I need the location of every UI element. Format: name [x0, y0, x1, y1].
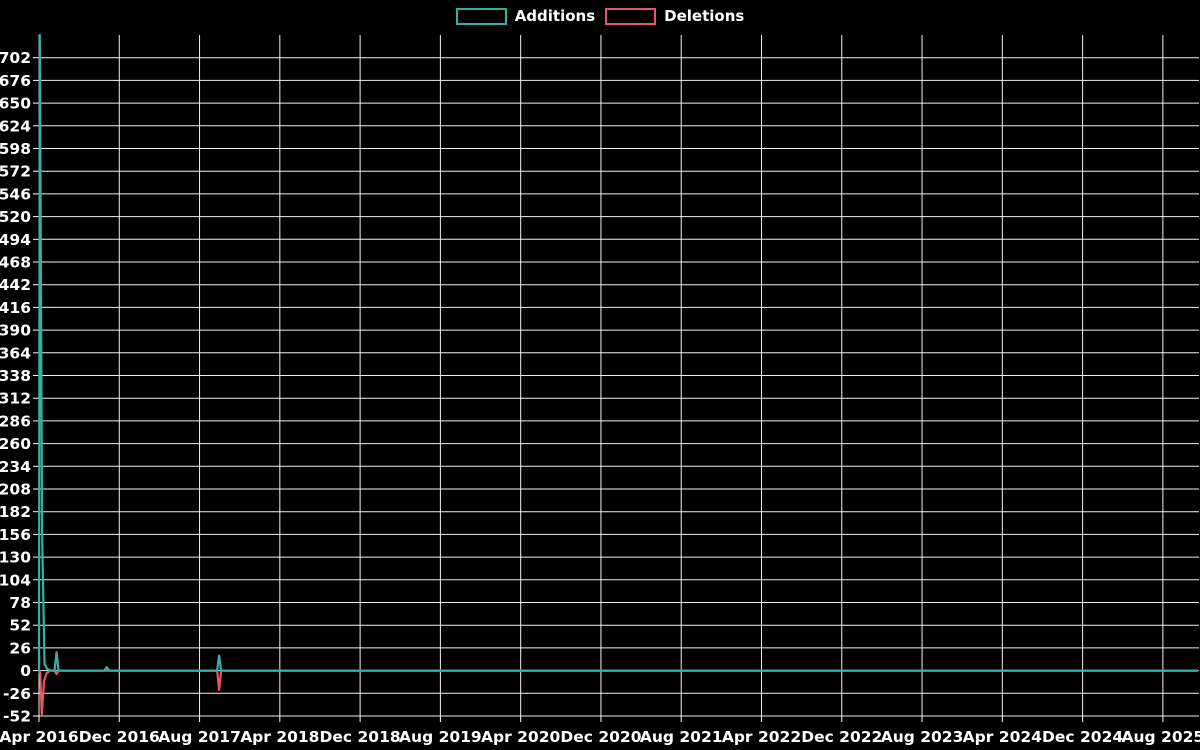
x-tick-label: Apr 2018 — [240, 728, 319, 746]
x-tick-label: Apr 2022 — [722, 728, 801, 746]
y-tick-label: 286 — [0, 412, 31, 430]
y-tick-label: 104 — [0, 571, 31, 589]
y-tick-label: 702 — [0, 49, 31, 67]
y-tick-label: 234 — [0, 458, 31, 476]
series-line-deletions[interactable] — [37, 669, 1199, 716]
x-tick-label: Dec 2024 — [1042, 728, 1123, 746]
y-tick-label: 260 — [0, 435, 31, 453]
chart-legend: Additions Deletions — [0, 8, 1200, 25]
y-tick-label: 624 — [0, 117, 31, 135]
x-tick-label: Apr 2016 — [0, 728, 79, 746]
legend-item-deletions[interactable]: Deletions — [605, 8, 744, 25]
x-tick-label: Dec 2018 — [320, 728, 401, 746]
y-tick-label: 650 — [0, 95, 31, 113]
y-tick-label: 390 — [0, 322, 31, 340]
y-tick-label: 520 — [0, 208, 31, 226]
x-tick-label: Aug 2023 — [881, 728, 964, 746]
x-tick-label: Apr 2020 — [481, 728, 560, 746]
y-tick-label: 468 — [0, 254, 31, 272]
y-tick-label: 676 — [0, 72, 31, 90]
y-tick-label: 130 — [0, 549, 31, 567]
x-tick-label: Dec 2020 — [560, 728, 641, 746]
x-tick-label: Dec 2016 — [79, 728, 160, 746]
y-tick-label: 442 — [0, 276, 31, 294]
x-tick-label: Dec 2022 — [801, 728, 882, 746]
y-tick-label: 0 — [20, 662, 31, 680]
x-tick-label: Aug 2021 — [640, 728, 723, 746]
y-tick-label: 494 — [0, 231, 31, 249]
y-tick-label: 416 — [0, 299, 31, 317]
y-tick-label: 338 — [0, 367, 31, 385]
y-tick-label: 156 — [0, 526, 31, 544]
x-tick-label: Apr 2024 — [963, 728, 1042, 746]
y-tick-label: -26 — [3, 685, 31, 703]
x-tick-label: Aug 2025 — [1122, 728, 1200, 746]
x-tick-label: Aug 2017 — [158, 728, 241, 746]
y-tick-label: -52 — [3, 708, 31, 726]
y-tick-label: 52 — [9, 617, 31, 635]
y-tick-label: 182 — [0, 503, 31, 521]
legend-label-additions: Additions — [514, 7, 596, 25]
additions-swatch-icon — [455, 8, 507, 25]
y-tick-label: 312 — [0, 390, 31, 408]
x-tick-label: Aug 2019 — [399, 728, 482, 746]
y-tick-label: 364 — [0, 344, 31, 362]
y-tick-label: 598 — [0, 140, 31, 158]
deletions-swatch-icon — [605, 8, 657, 25]
y-tick-label: 26 — [9, 639, 31, 657]
y-tick-label: 546 — [0, 185, 31, 203]
legend-label-deletions: Deletions — [664, 7, 745, 25]
legend-item-additions[interactable]: Additions — [455, 7, 596, 25]
y-tick-label: 78 — [9, 594, 31, 612]
y-tick-label: 572 — [0, 163, 31, 181]
y-tick-label: 208 — [0, 481, 31, 499]
series-line-additions[interactable] — [37, 33, 1199, 672]
